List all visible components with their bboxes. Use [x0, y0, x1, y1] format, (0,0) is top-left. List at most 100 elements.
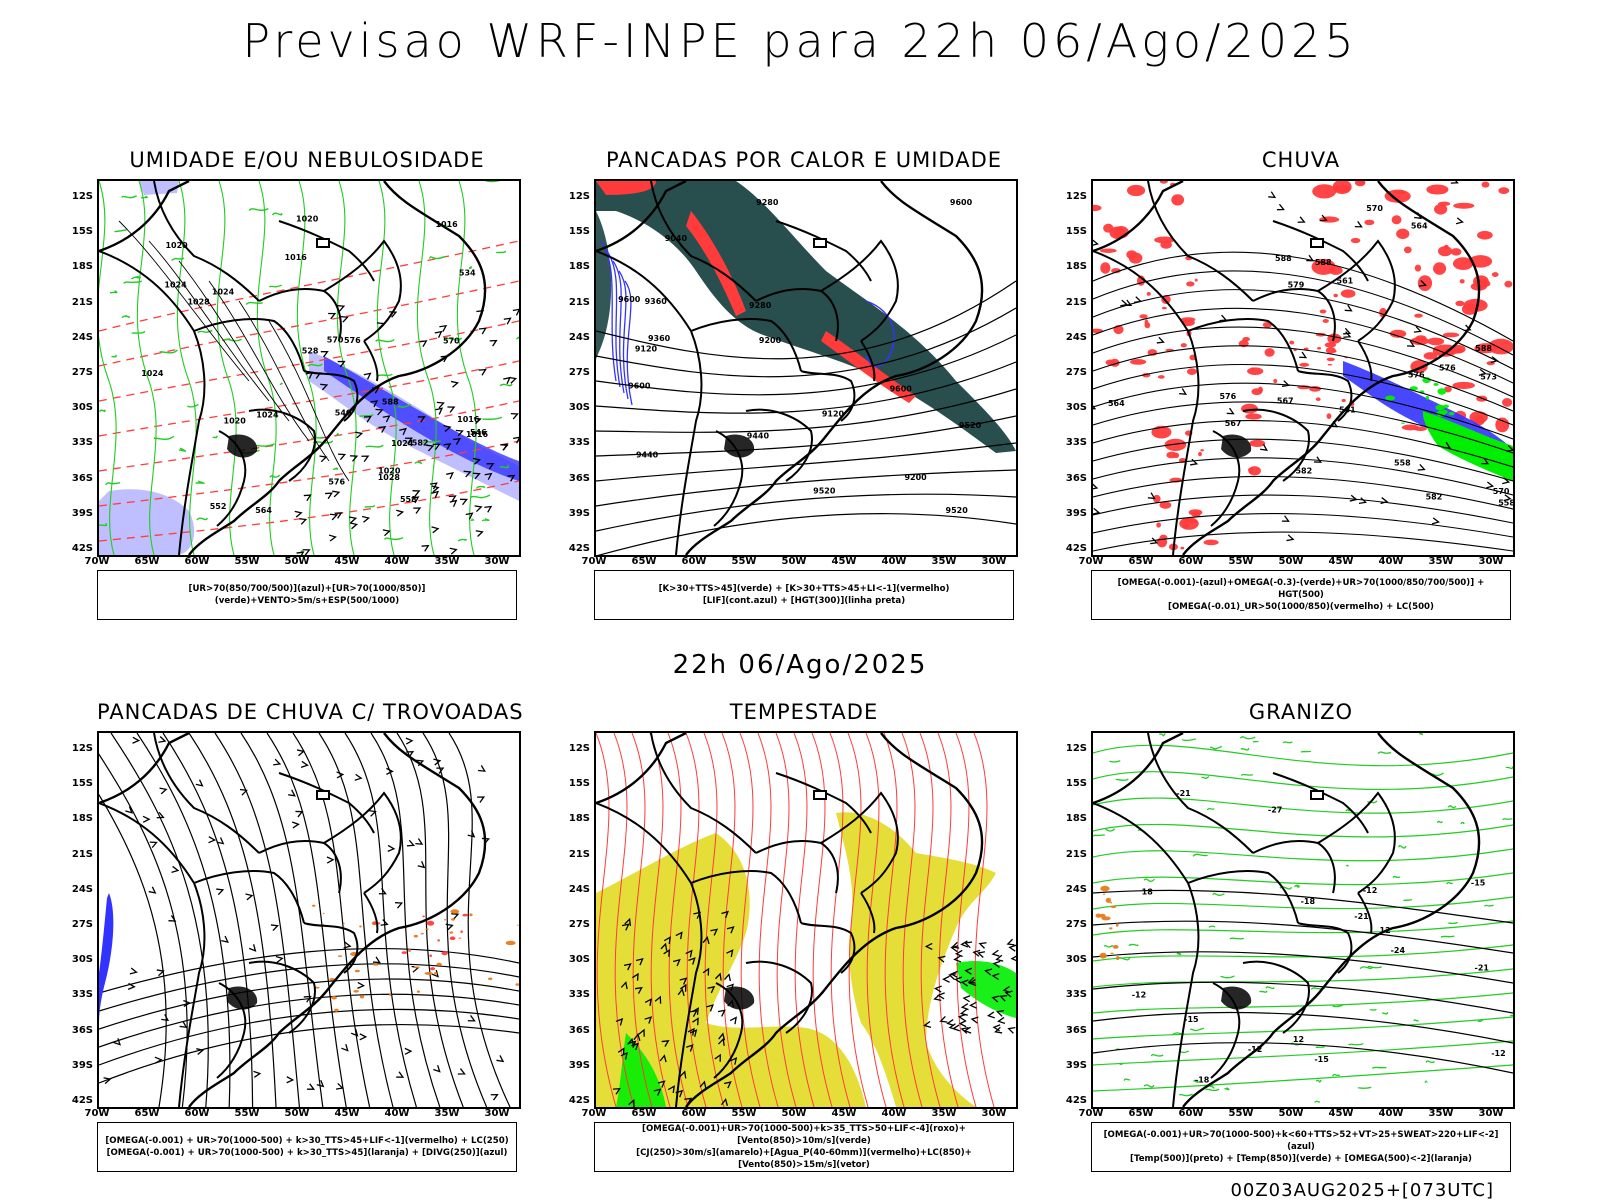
contour-label: -18 [1195, 1076, 1210, 1085]
latitude-tick-label: 42S [1065, 1095, 1087, 1106]
longitude-tick-label: 45W [334, 1108, 360, 1119]
latitude-tick-label: 12S [71, 191, 93, 202]
panel-legend: [OMEGA(-0.001)+UR>70(1000-500)+k>35_TTS>… [594, 1122, 1014, 1172]
latitude-tick-label: 36S [1065, 472, 1087, 484]
contour-label: 1020 [378, 466, 401, 475]
longitude-tick-label: 50W [284, 556, 310, 567]
legend-line: [OMEGA(-0.001) + UR>70(1000-500) + k>30_… [106, 1148, 508, 1158]
longitude-tick-label: 55W [234, 1108, 260, 1119]
contour-label: 12 [1293, 1035, 1304, 1044]
contour-label: 540 [335, 408, 352, 417]
latitude-tick-label: 27S [1065, 919, 1087, 930]
contour-label: 561 [1337, 277, 1354, 286]
longitude-tick-label: 70W [84, 1108, 110, 1119]
contour-label: 1024 [391, 439, 414, 448]
longitude-tick-label: 50W [781, 556, 807, 567]
contour-label: 9520 [813, 487, 836, 496]
panel-legend: [K>30+TTS>45](verde) + [K>30+TTS>45+LI<-… [594, 570, 1014, 620]
contour-label: 9360 [645, 297, 668, 306]
map-panel [97, 731, 521, 1109]
legend-line: [LIF](cont.azul) + [HGT(300)](linha pret… [702, 596, 906, 606]
latitude-tick-label: 39S [1065, 507, 1087, 519]
contour-label: 9280 [749, 301, 772, 310]
panel-title: UMIDADE E/OU NEBULOSIDADE [129, 148, 485, 172]
longitude-tick-label: 70W [581, 556, 607, 567]
longitude-tick-label: 50W [1278, 556, 1304, 567]
longitude-tick-label: 60W [1178, 556, 1204, 567]
legend-line: [Temp(500)](preto) + [Temp(850)](verde) … [1130, 1154, 1472, 1164]
longitude-tick-label: 35W [931, 556, 957, 567]
longitude-tick-label: 50W [1278, 1108, 1304, 1119]
contour-label: 579 [1288, 281, 1305, 290]
contour-label: 588 [1475, 344, 1492, 353]
latitude-tick-label: 30S [568, 954, 590, 966]
longitude-tick-label: 55W [731, 1108, 757, 1119]
panel-title: GRANIZO [1248, 700, 1354, 724]
latitude-tick-label: 24S [71, 331, 93, 343]
panel-legend: [OMEGA(-0.001) + UR>70(1000-500) + k>30_… [97, 1122, 517, 1172]
latitude-tick-label: 36S [71, 472, 93, 484]
longitude-tick-label: 65W [1128, 556, 1154, 567]
contour-label: 9600 [618, 295, 641, 304]
contour-label: 588 [1275, 254, 1292, 263]
latitude-tick-label: 15S [1065, 226, 1087, 238]
longitude-tick-label: 30W [981, 1108, 1007, 1119]
contour-label: -24 [1391, 946, 1406, 955]
contour-label: 546 [470, 428, 487, 437]
latitude-tick-label: 18S [568, 261, 590, 273]
latitude-tick-label: 33S [1065, 989, 1087, 1001]
contour-label: 9120 [822, 410, 845, 419]
contour-label: -21 [1176, 789, 1191, 798]
latitude-tick-label: 24S [1065, 883, 1087, 895]
contour-label: -27 [1268, 806, 1282, 815]
latitude-tick-label: 27S [1065, 367, 1087, 378]
contour-label: -15 [1184, 1015, 1199, 1024]
latitude-tick-label: 42S [568, 1095, 590, 1106]
longitude-tick-label: 65W [631, 1108, 657, 1119]
run-info-footer: 00Z03AUG2025+[073UTC] [1230, 1180, 1494, 1201]
contour-label: -12 [1132, 990, 1146, 999]
latitude-tick-label: 33S [1065, 437, 1087, 449]
contour-label: -12 [1363, 886, 1377, 895]
map-panel: 1016 1016 1016 1016 1020 1020 1020 1020 1024 1024… [97, 179, 521, 557]
panel-legend: [OMEGA(-0.001)+UR>70(1000-500)+k<60+TTS>… [1091, 1122, 1511, 1172]
latitude-tick-label: 15S [71, 778, 93, 790]
contour-label: 558 [1394, 458, 1411, 467]
longitude-tick-label: 40W [1378, 1108, 1404, 1119]
latitude-tick-label: 36S [568, 472, 590, 484]
longitude-tick-label: 40W [384, 1108, 410, 1119]
latitude-tick-label: 12S [1065, 191, 1087, 202]
longitude-tick-label: 55W [1228, 556, 1254, 567]
contour-label: 570 [1493, 487, 1510, 496]
contour-label: 534 [459, 269, 476, 278]
contour-label: 1016 [435, 220, 458, 229]
contour-label: 1024 [164, 280, 187, 289]
contour-label: 1024 [212, 288, 235, 297]
contour-label: 552 [210, 502, 227, 511]
longitude-tick-label: 55W [731, 556, 757, 567]
contour-label: 588 [382, 398, 399, 407]
contour-label: 1020 [165, 241, 188, 250]
longitude-tick-label: 35W [1428, 556, 1454, 567]
longitude-tick-label: 60W [681, 556, 707, 567]
longitude-tick-label: 65W [631, 556, 657, 567]
latitude-tick-label: 30S [71, 954, 93, 966]
longitude-tick-label: 50W [284, 1108, 310, 1119]
panel-legend: [OMEGA(-0.001)-(azul)+OMEGA(-0.3)-(verde… [1091, 570, 1511, 620]
longitude-tick-label: 60W [1178, 1108, 1204, 1119]
legend-line: [K>30+TTS>45](verde) + [K>30+TTS>45+LI<-… [658, 584, 950, 594]
contour-label: -21 [1354, 912, 1369, 921]
longitude-tick-label: 30W [1478, 556, 1504, 567]
contour-label: 1016 [466, 430, 489, 439]
contour-label: 558 [400, 495, 417, 504]
contour-label: 570 [327, 335, 344, 344]
latitude-tick-label: 33S [71, 437, 93, 449]
latitude-tick-label: 21S [71, 296, 93, 308]
longitude-tick-label: 45W [831, 1108, 857, 1119]
latitude-tick-label: 18S [71, 261, 93, 273]
contour-label: 1028 [187, 297, 210, 306]
latitude-tick-label: 18S [568, 813, 590, 825]
latitude-tick-label: 42S [71, 543, 93, 554]
contour-label: 9120 [635, 345, 658, 354]
contour-label: 1016 [457, 415, 480, 424]
